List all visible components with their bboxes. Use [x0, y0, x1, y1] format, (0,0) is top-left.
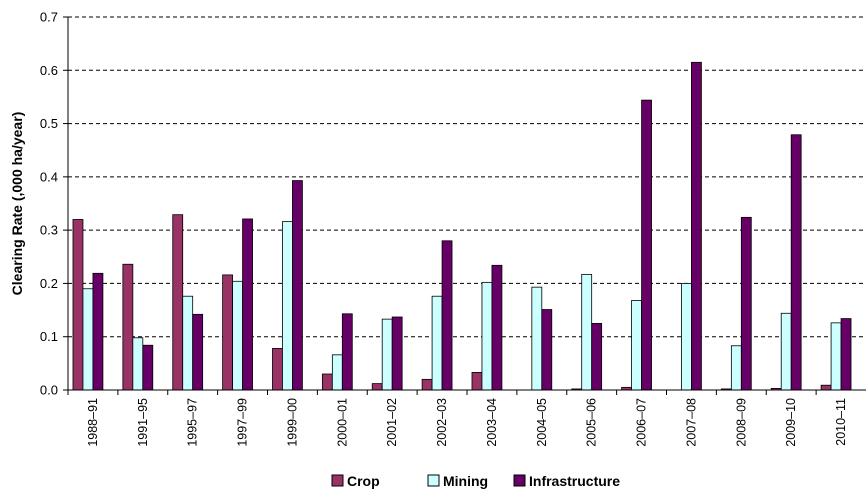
- x-tick-label: 2005–06: [585, 398, 599, 447]
- bar-infrastructure: [142, 344, 154, 391]
- bar-mining: [82, 288, 94, 391]
- y-axis-title: Clearing Rate (,000 ha/year): [9, 112, 25, 296]
- bar-crop: [421, 378, 433, 391]
- x-tick-label: 2000–01: [335, 398, 349, 447]
- x-tick-label: 2001–02: [385, 398, 399, 447]
- bar-infrastructure: [242, 218, 253, 391]
- bar-infrastructure: [192, 313, 204, 391]
- bar-infrastructure: [840, 318, 852, 391]
- bar-mining: [132, 337, 144, 391]
- y-tick-label: 0.1: [40, 329, 58, 344]
- legend-swatch: [513, 474, 526, 487]
- bar-mining: [631, 300, 642, 391]
- bar-mining: [581, 273, 593, 391]
- bar-infrastructure: [790, 134, 802, 391]
- bar-infrastructure: [541, 309, 553, 391]
- bar-crop: [321, 373, 333, 391]
- bar-mining: [681, 283, 692, 391]
- bar-mining: [531, 286, 543, 391]
- bar-mining: [282, 221, 293, 391]
- legend-item-infrastructure: Infrastructure: [513, 473, 620, 489]
- bar-mining: [182, 295, 194, 391]
- bar-infrastructure: [740, 216, 752, 391]
- y-tick-label: 0.2: [40, 276, 58, 291]
- x-tick-label: 2004–05: [535, 398, 549, 447]
- legend-label: Crop: [347, 473, 380, 489]
- bar-crop: [272, 348, 283, 391]
- x-tick-label: 2002–03: [435, 398, 449, 447]
- bar-crop: [122, 263, 134, 391]
- y-tick-label: 0.7: [40, 10, 58, 25]
- x-tick-label: 1991–95: [136, 398, 150, 447]
- bar-infrastructure: [691, 61, 702, 391]
- bar-crop: [820, 384, 832, 391]
- bar-crop: [222, 274, 233, 391]
- x-tick-label: 2009–10: [784, 398, 798, 447]
- bar-mining: [331, 354, 343, 391]
- y-tick-label: 0.0: [40, 383, 58, 398]
- bar-infrastructure: [441, 240, 453, 391]
- bar-mining: [780, 312, 792, 391]
- bar-mining: [232, 280, 243, 391]
- y-tick-label: 0.4: [40, 169, 58, 184]
- y-tick-label: 0.3: [40, 223, 58, 238]
- bars: [72, 61, 852, 391]
- legend: Crop Mining Infrastructure: [331, 473, 620, 489]
- y-tick-label: 0.6: [40, 63, 58, 78]
- bar-crop: [72, 219, 84, 391]
- bar-mining: [830, 322, 842, 391]
- x-tick-label: 2003–04: [485, 398, 499, 447]
- bar-crop: [371, 383, 383, 391]
- legend-label: Infrastructure: [529, 473, 620, 489]
- bar-crop: [172, 214, 184, 391]
- x-tick-label: 1988–91: [86, 398, 100, 447]
- bar-mining: [730, 345, 742, 391]
- x-tick-label: 2010–11: [834, 398, 848, 446]
- gridlines: [68, 16, 866, 338]
- bar-infrastructure: [341, 313, 353, 391]
- y-tick-label: 0.5: [40, 116, 58, 131]
- x-tick-label: 2008–09: [734, 398, 748, 447]
- bar-infrastructure: [641, 99, 652, 391]
- x-tick-label: 2006–07: [635, 398, 649, 447]
- bar-crop: [471, 372, 483, 391]
- x-tick-label: 1999–00: [285, 398, 299, 447]
- bar-infrastructure: [391, 316, 403, 391]
- bar-mining: [431, 295, 443, 391]
- legend-item-mining: Mining: [427, 473, 488, 489]
- axes: 0.0 0.1 0.2 0.3 0.4 0.5 0.6 0.7 1988–91 1991–95 19…: [40, 10, 866, 447]
- x-tick-label: 2007–08: [684, 398, 698, 447]
- bar-infrastructure: [491, 264, 503, 391]
- bar-infrastructure: [292, 180, 303, 391]
- legend-label: Mining: [443, 473, 488, 489]
- legend-swatch: [331, 474, 344, 487]
- legend-item-crop: Crop: [331, 473, 380, 489]
- x-tick-label: 1995–97: [186, 398, 200, 447]
- bar-infrastructure: [591, 322, 603, 391]
- x-tick-label: 1997–99: [236, 398, 250, 447]
- bar-mining: [381, 318, 393, 391]
- bar-mining: [481, 281, 493, 391]
- bar-infrastructure: [92, 272, 104, 391]
- legend-swatch: [427, 474, 440, 487]
